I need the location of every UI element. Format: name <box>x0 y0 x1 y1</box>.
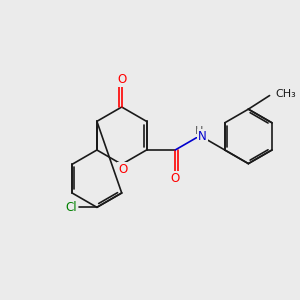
Text: Cl: Cl <box>65 201 77 214</box>
Text: O: O <box>118 163 128 176</box>
Text: O: O <box>170 172 180 185</box>
Text: N: N <box>198 130 207 143</box>
Text: H: H <box>195 126 203 136</box>
Text: O: O <box>117 73 126 85</box>
Text: CH₃: CH₃ <box>275 89 296 99</box>
